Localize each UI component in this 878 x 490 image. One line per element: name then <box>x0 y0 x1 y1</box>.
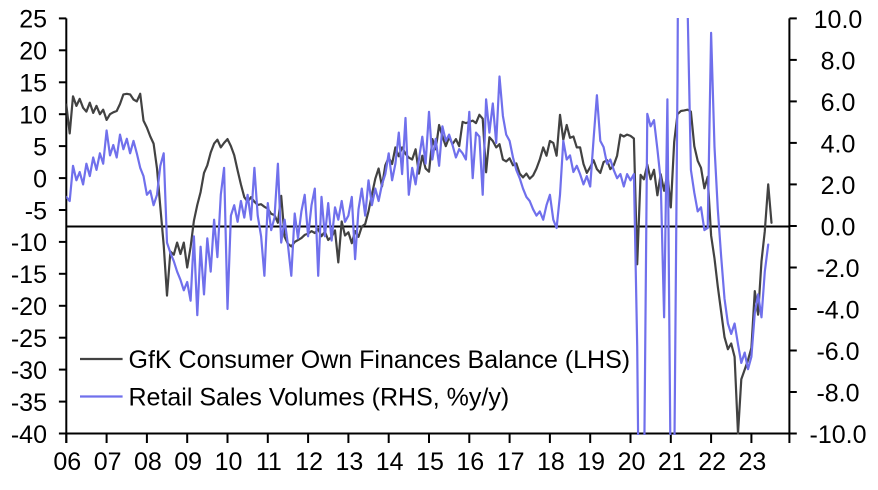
svg-text:-35: -35 <box>11 389 47 417</box>
svg-text:-8.0: -8.0 <box>816 380 859 408</box>
svg-text:5: 5 <box>33 133 47 161</box>
svg-text:-25: -25 <box>11 325 47 353</box>
svg-text:-20: -20 <box>11 293 47 321</box>
svg-text:09: 09 <box>174 448 202 476</box>
svg-text:13: 13 <box>335 448 363 476</box>
svg-text:08: 08 <box>134 448 162 476</box>
svg-text:22: 22 <box>698 448 726 476</box>
svg-text:06: 06 <box>53 448 81 476</box>
svg-text:11: 11 <box>256 448 282 476</box>
svg-text:8.0: 8.0 <box>821 48 856 76</box>
svg-text:20: 20 <box>19 38 47 66</box>
svg-text:-5: -5 <box>25 197 47 225</box>
svg-text:-40: -40 <box>11 421 47 449</box>
svg-text:-10.0: -10.0 <box>810 421 867 449</box>
svg-text:-10: -10 <box>11 229 47 257</box>
svg-text:07: 07 <box>94 448 122 476</box>
svg-text:10: 10 <box>19 102 47 130</box>
svg-text:2.0: 2.0 <box>821 172 856 200</box>
svg-text:-30: -30 <box>11 357 47 385</box>
svg-text:10: 10 <box>215 448 243 476</box>
svg-text:21: 21 <box>658 448 686 476</box>
svg-text:20: 20 <box>618 448 646 476</box>
svg-text:14: 14 <box>376 448 404 476</box>
svg-text:-15: -15 <box>11 261 47 289</box>
svg-text:-6.0: -6.0 <box>816 338 859 366</box>
svg-text:0.0: 0.0 <box>821 214 856 242</box>
svg-text:19: 19 <box>577 448 605 476</box>
svg-text:15: 15 <box>19 70 47 98</box>
svg-text:12: 12 <box>295 448 323 476</box>
svg-text:Retail Sales Volumes (RHS, %y/: Retail Sales Volumes (RHS, %y/y) <box>129 384 510 412</box>
svg-text:-4.0: -4.0 <box>816 297 859 325</box>
svg-text:6.0: 6.0 <box>821 89 856 117</box>
svg-text:15: 15 <box>416 448 444 476</box>
svg-text:18: 18 <box>537 448 565 476</box>
svg-text:-2.0: -2.0 <box>816 255 859 283</box>
svg-text:17: 17 <box>497 448 525 476</box>
svg-text:0: 0 <box>33 165 47 193</box>
svg-text:GfK Consumer Own Finances Bala: GfK Consumer Own Finances Balance (LHS) <box>129 346 631 374</box>
svg-text:23: 23 <box>738 448 766 476</box>
svg-text:10.0: 10.0 <box>814 6 863 34</box>
svg-text:25: 25 <box>19 6 47 34</box>
svg-text:16: 16 <box>456 448 484 476</box>
svg-text:4.0: 4.0 <box>821 131 856 159</box>
